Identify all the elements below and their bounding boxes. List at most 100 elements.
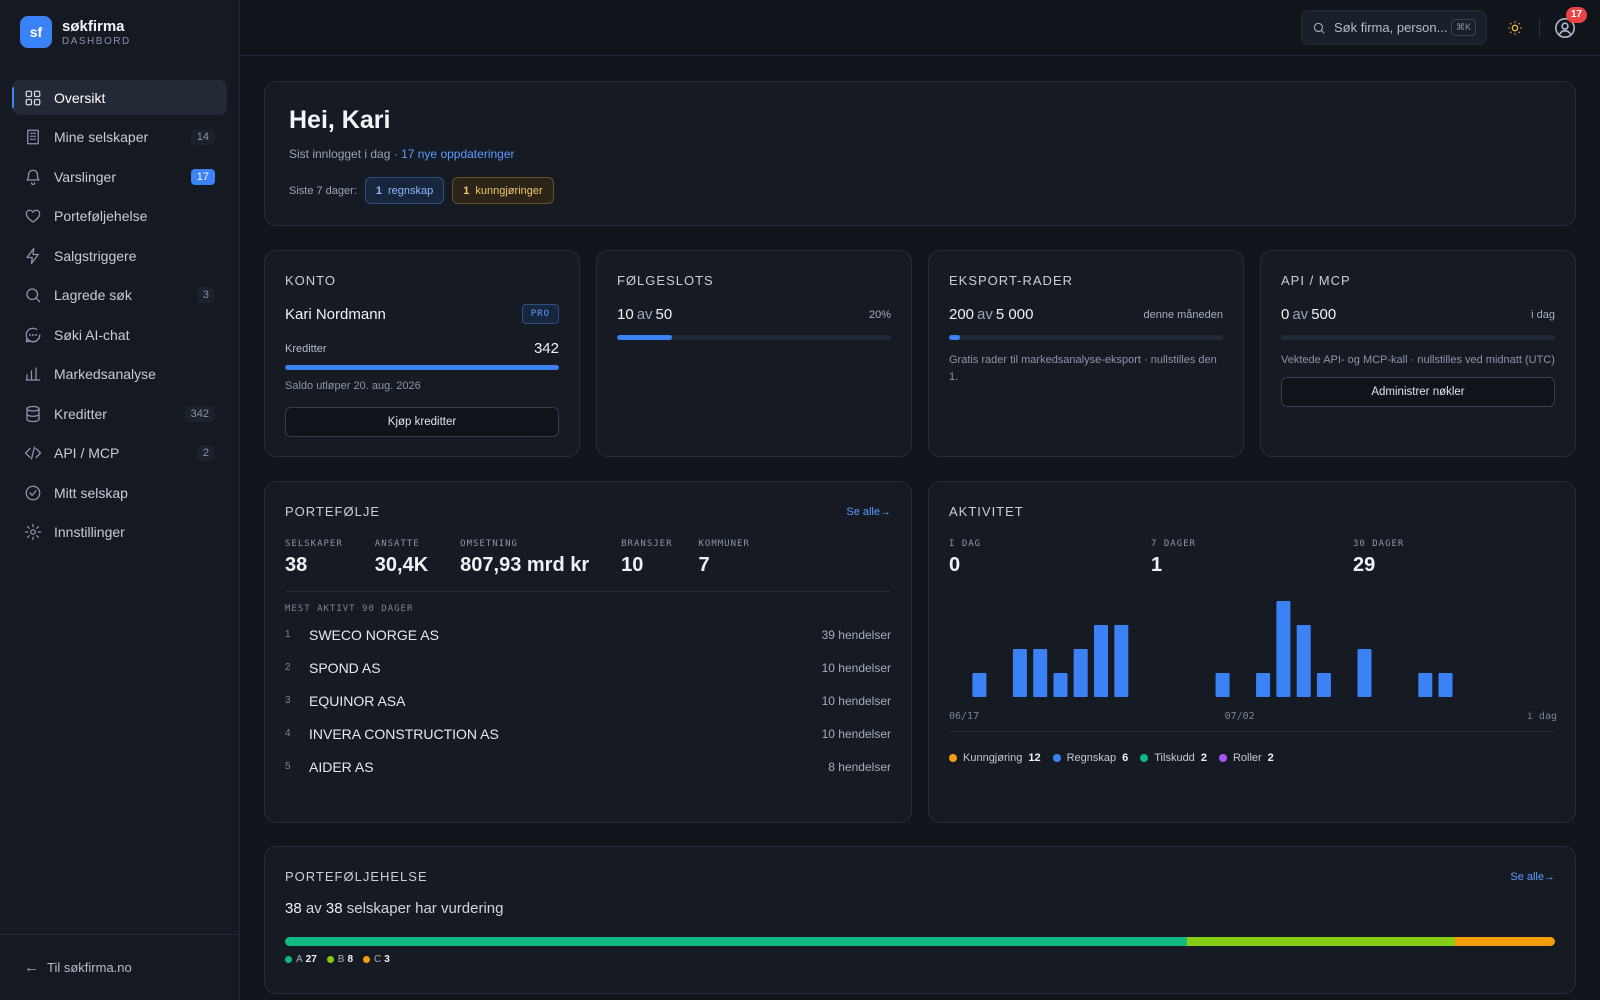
grade-label: A [296, 954, 303, 965]
export-usage: 200 av 5 000 [949, 306, 1034, 323]
sidebar-item-markedsanalyse[interactable]: Markedsanalyse [12, 357, 227, 392]
legend-dot [326, 956, 334, 963]
company-row[interactable]: 1 SWECO NORGE AS 39 hendelser [285, 618, 891, 651]
company-row[interactable]: 3 EQUINOR ASA 10 hendelser [285, 684, 891, 717]
legend-count: 2 [1267, 752, 1274, 764]
sidebar-item-count: 342 [184, 405, 215, 422]
divider [285, 591, 891, 592]
updates-link[interactable]: 17 nye oppdateringer [401, 147, 515, 161]
search-placeholder: Søk firma, person... [1334, 20, 1448, 35]
credits-expiry: Saldo utløper 20. aug. 2026 [285, 380, 421, 392]
sidebar-item-label: Oversikt [54, 89, 106, 106]
activity-legend: Kunngjøring 12 Regnskap 6 Tilskudd 2 Roller 2 [949, 752, 1555, 764]
export-bar [949, 335, 1223, 340]
chip-regnskap[interactable]: 1 regnskap [364, 177, 445, 204]
api-usage: 0 av 500 [1281, 306, 1337, 323]
sidebar-item-count: 17 [190, 168, 215, 185]
x-tick-label: 06/17 [949, 711, 979, 722]
sidebar-item-søki-ai-chat[interactable]: Søki AI-chat [12, 317, 227, 352]
brand-logo[interactable]: sf søkfirma DASHBORD [0, 0, 239, 64]
divider [1539, 17, 1540, 38]
export-bar-fill [949, 335, 960, 340]
stat-ansatte: ANSATTE 30,4K [375, 539, 428, 577]
activity-bar [1418, 673, 1433, 697]
search-input[interactable]: Søk firma, person... ⌘K [1301, 10, 1487, 45]
buy-credits-button[interactable]: Kjøp kreditter [285, 407, 559, 437]
legend-item: Tilskudd 2 [1140, 752, 1207, 764]
brand-subtitle: DASHBORD [62, 35, 131, 47]
portfolio-see-all-link[interactable]: Se alle→ [846, 505, 891, 518]
sidebar-item-label: Salgstriggere [54, 247, 137, 264]
legend-item: Kunngjøring 12 [949, 752, 1041, 764]
legend-label: Regnskap [1066, 752, 1117, 764]
api-note: Vektede API- og MCP-kall · nullstilles v… [1281, 354, 1555, 366]
user-menu-button[interactable]: 17 [1554, 6, 1587, 39]
stat-label: KOMMUNER [698, 539, 750, 549]
event-count: 8 hendelser [828, 759, 891, 774]
sidebar: sf søkfirma DASHBORD Oversikt Mine selska… [0, 0, 240, 1000]
theme-toggle-sun-icon[interactable] [1505, 18, 1525, 38]
card-title: KONTO [285, 273, 336, 288]
follow-slots-usage: 10 av 50 [617, 306, 673, 323]
sidebar-item-label: Markedsanalyse [54, 366, 156, 382]
legend-count: 6 [1122, 752, 1129, 764]
sidebar-item-kreditter[interactable]: Kreditter 342 [12, 396, 227, 431]
rank-number: 3 [285, 695, 291, 706]
activity-bar [1357, 649, 1372, 697]
search-icon [1313, 22, 1325, 34]
card-title: FØLGESLOTS [617, 273, 714, 288]
export-note: Gratis rader til markedsanalyse-eksport … [949, 354, 1217, 383]
chat-icon [24, 326, 42, 344]
portfolio-stats: SELSKAPER 38 ANSATTE 30,4K OMSETNING 807,93 m… [285, 539, 891, 577]
search-icon [24, 286, 42, 304]
credits-value: 342 [533, 340, 559, 357]
stat-label: SELSKAPER [285, 539, 343, 549]
stat-label: OMSETNING [460, 539, 518, 549]
health-see-all-link[interactable]: Se alle→ [1510, 870, 1555, 883]
activity-bar [1012, 649, 1027, 697]
legend-label: Kunngjøring [963, 752, 1023, 764]
grade-segment-c [1454, 937, 1555, 946]
sidebar-item-varslinger[interactable]: Varslinger 17 [12, 159, 227, 194]
sidebar-item-label: Mitt selskap [54, 484, 128, 501]
building-icon [24, 128, 42, 146]
sidebar-item-api-mcp[interactable]: API / MCP 2 [12, 436, 227, 471]
legend-item: Regnskap 6 [1052, 752, 1129, 764]
last-login-text: Sist innlogget i dag · 17 nye oppdaterin… [289, 147, 515, 161]
notification-badge: 17 [1565, 6, 1587, 23]
sidebar-item-mine-selskaper[interactable]: Mine selskaper 14 [12, 120, 227, 155]
activity-bar-chart: 06/17 07/02 i dag [949, 601, 1557, 722]
back-to-site-link[interactable]: ← Til søkfirma.no [0, 934, 239, 1000]
most-active-label: MEST AKTIVT 90 DAGER [285, 604, 414, 614]
company-row[interactable]: 2 SPOND AS 10 hendelser [285, 651, 891, 684]
greeting: Hei, Kari [289, 106, 391, 134]
sidebar-item-porteføljehelse[interactable]: Porteføljehelse [12, 199, 227, 234]
company-row[interactable]: 4 INVERA CONSTRUCTION AS 10 hendelser [285, 717, 891, 750]
sidebar-item-innstillinger[interactable]: Innstillinger [12, 515, 227, 550]
rank-number: 1 [285, 629, 291, 640]
chip-kunngjoringer[interactable]: 1 kunngjøringer [452, 177, 554, 204]
bell-icon [24, 168, 42, 186]
sidebar-item-salgstriggere[interactable]: Salgstriggere [12, 238, 227, 273]
activity-bar [1256, 673, 1271, 697]
sidebar-item-lagrede-søk[interactable]: Lagrede søk 3 [12, 278, 227, 313]
activity-bar [1215, 673, 1230, 697]
follow-slots-bar [617, 335, 891, 340]
manage-keys-button[interactable]: Administrer nøkler [1281, 377, 1555, 407]
company-row[interactable]: 5 AIDER AS 8 hendelser [285, 750, 891, 783]
main-content: Søk firma, person... ⌘K 17 Hei, Kari Sis… [240, 0, 1600, 1000]
sidebar-item-count: 2 [196, 445, 215, 461]
api-card: API / MCP 0 av 500 i dag Vektede API- og M… [1260, 250, 1576, 457]
stat-label: 7 DAGER [1151, 539, 1196, 549]
legend-dot [285, 956, 292, 963]
activity-bar [1073, 649, 1088, 697]
sidebar-item-mitt-selskap[interactable]: Mitt selskap [12, 475, 227, 510]
activity-bar [1316, 673, 1331, 697]
activity-bar [1033, 649, 1048, 697]
stat-value: 807,93 mrd kr [460, 554, 590, 576]
welcome-card: Hei, Kari Sist innlogget i dag · 17 nye … [264, 81, 1576, 226]
bar-chart-icon [24, 365, 42, 383]
sidebar-item-oversikt[interactable]: Oversikt [12, 80, 227, 115]
